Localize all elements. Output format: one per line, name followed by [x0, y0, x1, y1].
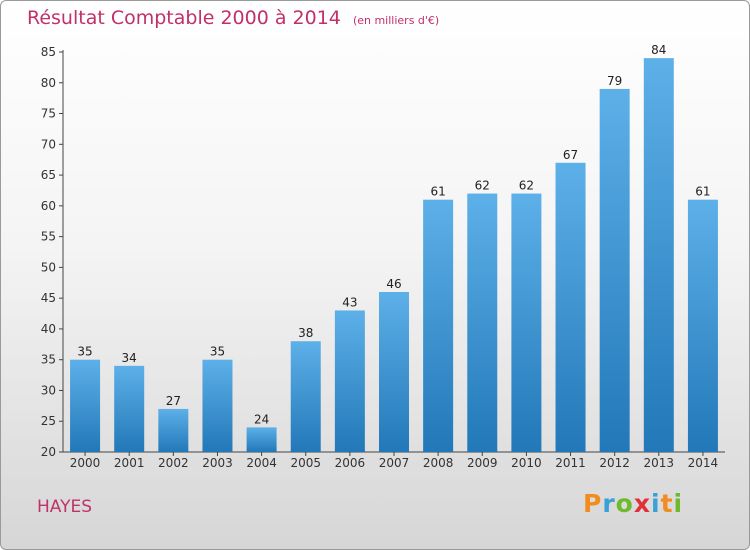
y-tick-label: 30 — [41, 383, 56, 397]
y-tick-label: 25 — [41, 414, 56, 428]
bar-2007 — [379, 292, 409, 452]
x-tick-label-2011: 2011 — [555, 456, 586, 470]
logo-letter: r — [602, 489, 616, 518]
bar-2002 — [158, 408, 189, 452]
commune-name: HAYES — [37, 497, 93, 517]
x-tick-label-2001: 2001 — [114, 456, 145, 470]
x-tick-label-2004: 2004 — [246, 456, 277, 470]
y-tick-label: 75 — [41, 107, 56, 121]
bar-2004 — [246, 427, 277, 452]
value-label-2003: 35 — [210, 345, 225, 359]
bar-2003 — [202, 359, 233, 452]
y-tick-label: 50 — [41, 260, 56, 274]
value-label-2012: 79 — [607, 74, 622, 88]
value-label-2005: 38 — [298, 326, 313, 340]
y-tick-label: 20 — [41, 445, 56, 459]
value-label-2002: 27 — [166, 394, 181, 408]
value-label-2000: 35 — [77, 345, 92, 359]
x-tick-label-2012: 2012 — [599, 456, 630, 470]
y-tick-label: 45 — [41, 291, 56, 305]
logo-letter: t — [660, 489, 674, 518]
chart-title: Résultat Comptable 2000 à 2014 (en milli… — [27, 7, 439, 29]
bar-2005 — [290, 341, 321, 452]
logo-letter: P — [583, 489, 603, 518]
bar-2001 — [114, 365, 145, 452]
x-tick-label-2009: 2009 — [467, 456, 498, 470]
value-label-2004: 24 — [254, 412, 269, 426]
x-tick-label-2000: 2000 — [70, 456, 101, 470]
bar-2010 — [511, 193, 542, 453]
y-tick-label: 35 — [41, 353, 56, 367]
x-tick-label-2013: 2013 — [644, 456, 675, 470]
value-label-2011: 67 — [563, 148, 578, 162]
y-tick-label: 55 — [41, 230, 56, 244]
x-tick-label-2007: 2007 — [379, 456, 410, 470]
bar-2012 — [599, 88, 630, 452]
y-tick-label: 60 — [41, 199, 56, 213]
bar-2000 — [70, 359, 101, 452]
value-label-2013: 84 — [651, 43, 666, 57]
x-tick-label-2008: 2008 — [423, 456, 454, 470]
bar-2008 — [423, 199, 454, 452]
bar-2009 — [467, 193, 498, 453]
bar-2011 — [555, 162, 586, 452]
chart-subtitle: (en milliers d'€) — [352, 14, 440, 27]
x-tick-label-2010: 2010 — [511, 456, 542, 470]
x-tick-label-2003: 2003 — [202, 456, 233, 470]
y-tick-label: 70 — [41, 137, 56, 151]
value-label-2006: 43 — [342, 295, 357, 309]
bar-2013 — [643, 58, 674, 453]
value-label-2010: 62 — [519, 179, 534, 193]
logo-letter: i — [673, 489, 684, 518]
y-tick-label: 65 — [41, 168, 56, 182]
y-tick-label: 80 — [41, 76, 56, 90]
x-tick-label-2006: 2006 — [335, 456, 366, 470]
y-tick-label: 85 — [41, 45, 56, 59]
x-tick-label-2005: 2005 — [290, 456, 321, 470]
value-label-2007: 46 — [386, 277, 401, 291]
bar-2006 — [334, 310, 365, 452]
bar-series: 35 34 27 35 24 38 43 46 61 62 62 67 79 84 61 — [70, 43, 718, 453]
logo-letter: o — [615, 489, 634, 518]
y-tick-label: 40 — [41, 322, 56, 336]
chart-title-text: Résultat Comptable 2000 à 2014 — [27, 7, 341, 29]
logo-letter: x — [633, 489, 651, 518]
x-tick-label-2002: 2002 — [158, 456, 189, 470]
value-label-2009: 62 — [475, 179, 490, 193]
x-tick-label-2014: 2014 — [688, 456, 719, 470]
value-label-2008: 61 — [430, 185, 445, 199]
bar-2014 — [687, 199, 718, 452]
value-label-2014: 61 — [695, 185, 710, 199]
logo-letter: i — [651, 489, 661, 518]
value-label-2001: 34 — [122, 351, 137, 365]
proxiti-logo: Proxiti — [583, 489, 683, 518]
